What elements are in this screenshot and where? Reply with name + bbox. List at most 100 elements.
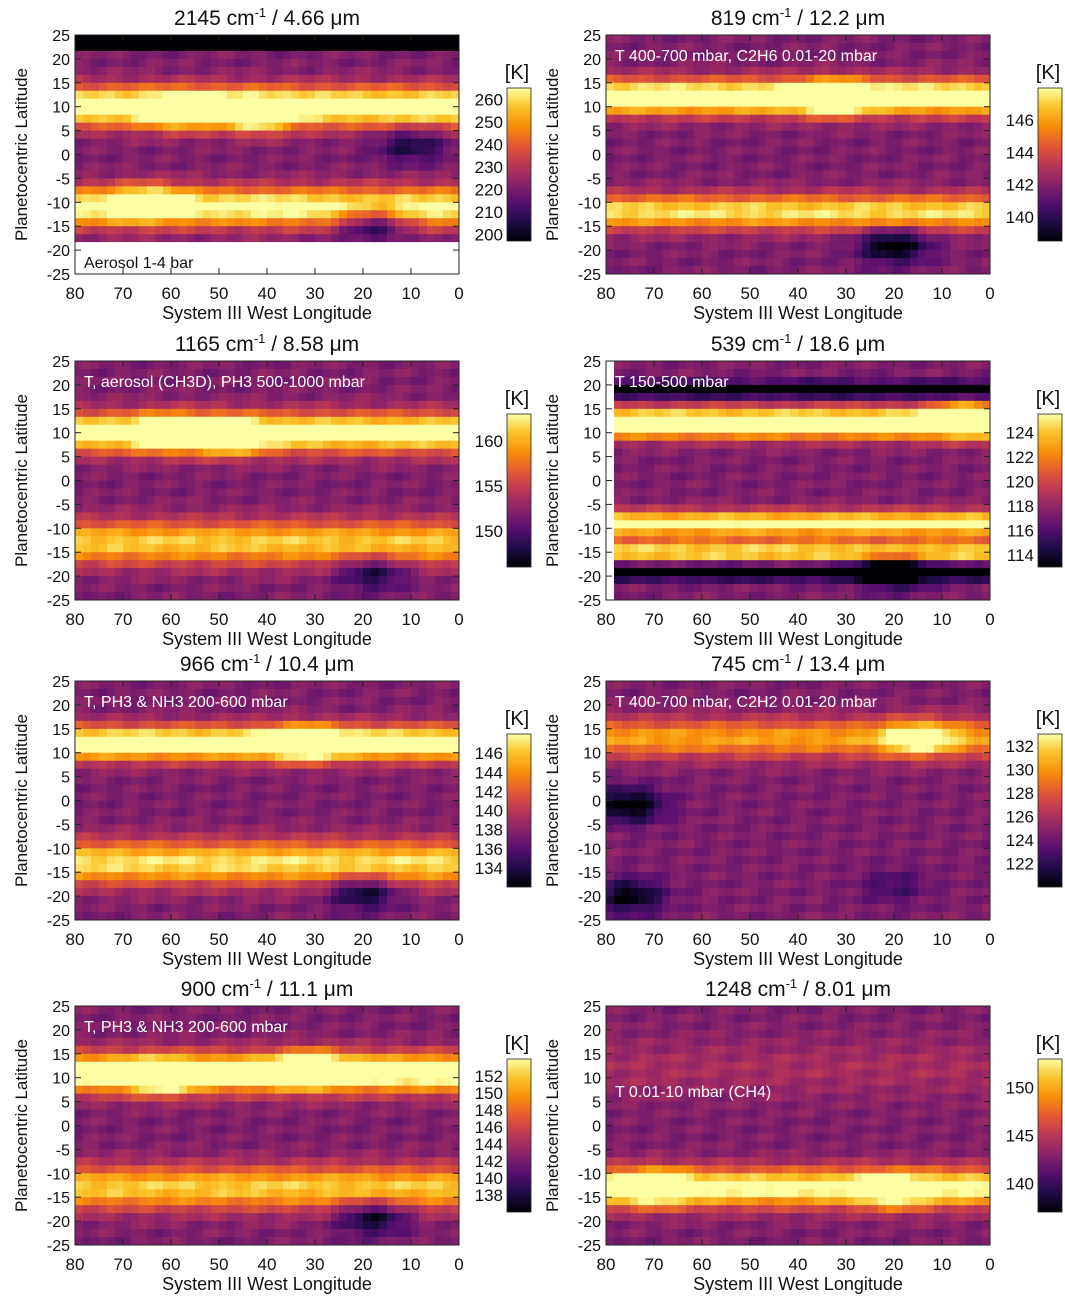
heatmap-cell	[227, 361, 236, 370]
heatmap-cell	[379, 170, 388, 179]
heatmap-cell	[710, 122, 719, 132]
heatmap-cell	[155, 552, 164, 561]
heatmap-cell	[267, 536, 276, 545]
heatmap-cell	[395, 368, 404, 378]
heatmap-cell	[339, 98, 348, 108]
heatmap-cell	[363, 210, 372, 219]
heatmap-cell	[115, 544, 124, 553]
heatmap-cell	[902, 170, 911, 179]
heatmap-cell	[910, 66, 919, 76]
heatmap-cell	[195, 154, 204, 164]
heatmap-cell	[686, 122, 695, 132]
heatmap-cell	[606, 392, 615, 402]
heatmap-cell	[171, 35, 180, 44]
heatmap-cell	[734, 400, 743, 410]
heatmap-cell	[355, 480, 364, 490]
heatmap-cell	[451, 218, 459, 227]
heatmap-cell	[363, 122, 372, 132]
heatmap-cell	[267, 520, 276, 529]
heatmap-cell	[323, 592, 332, 600]
heatmap-cell	[259, 170, 268, 179]
heatmap-cell	[686, 258, 695, 267]
heatmap-cell	[387, 266, 396, 274]
heatmap-cell	[179, 440, 188, 450]
heatmap-cell	[163, 584, 172, 593]
heatmap-cell	[243, 210, 252, 219]
heatmap-cell	[91, 42, 100, 52]
heatmap-cell	[926, 138, 935, 148]
heatmap-cell	[171, 154, 180, 164]
heatmap-cell	[171, 568, 180, 577]
heatmap-cell	[275, 66, 284, 76]
heatmap-cell	[830, 226, 839, 235]
heatmap-cell	[259, 35, 268, 44]
heatmap-cell	[750, 376, 759, 386]
heatmap-cell	[107, 560, 116, 569]
heatmap-cell	[163, 90, 172, 100]
heatmap-cell	[75, 432, 84, 442]
heatmap-cell	[734, 210, 743, 219]
heatmap-cell	[275, 448, 284, 458]
heatmap-cell	[75, 456, 84, 466]
heatmap-cell	[670, 90, 679, 100]
heatmap-cell	[331, 528, 340, 537]
heatmap-cell	[123, 146, 132, 156]
heatmap-cell	[235, 456, 244, 466]
heatmap-cell	[315, 368, 324, 378]
colorbar-tick-label: 220	[475, 180, 503, 199]
heatmap-cell	[646, 376, 655, 386]
heatmap-cell	[395, 568, 404, 577]
heatmap-cell	[235, 488, 244, 498]
heatmap-cell	[171, 226, 180, 235]
heatmap-cell	[862, 400, 871, 410]
heatmap-cell	[702, 138, 711, 148]
heatmap-cell	[902, 361, 911, 370]
heatmap-cell	[203, 496, 212, 505]
heatmap-cell	[99, 130, 108, 140]
heatmap-cell	[323, 218, 332, 227]
heatmap-cell	[630, 82, 639, 92]
heatmap-cell	[331, 162, 340, 172]
heatmap-cell	[195, 242, 204, 251]
heatmap-cell	[235, 552, 244, 561]
heatmap-cell	[638, 392, 647, 402]
heatmap-cell	[75, 584, 84, 593]
heatmap-cell	[139, 440, 148, 450]
heatmap-cell	[291, 58, 300, 68]
heatmap-cell	[974, 146, 983, 156]
heatmap-cell	[395, 504, 404, 513]
heatmap-cell	[966, 50, 975, 60]
heatmap-cell	[403, 416, 412, 426]
heatmap-cell	[411, 138, 420, 148]
heatmap-cell	[902, 194, 911, 203]
heatmap-cell	[758, 138, 767, 148]
heatmap-cell	[974, 361, 983, 370]
heatmap-cell	[734, 384, 743, 394]
heatmap-cell	[806, 106, 815, 116]
heatmap-cell	[91, 82, 100, 92]
heatmap-cell	[243, 218, 252, 227]
heatmap-cell	[299, 361, 308, 370]
heatmap-cell	[291, 392, 300, 402]
heatmap-cell	[123, 456, 132, 466]
heatmap-cell	[451, 138, 459, 148]
heatmap-cell	[806, 170, 815, 179]
heatmap-cell	[195, 226, 204, 235]
heatmap-cell	[179, 154, 188, 164]
heatmap-cell	[251, 114, 260, 124]
heatmap-cell	[934, 154, 943, 164]
heatmap-cell	[982, 114, 990, 124]
heatmap-cell	[227, 504, 236, 513]
heatmap-cell	[395, 576, 404, 585]
heatmap-cell	[846, 162, 855, 172]
y-tick-label: 10	[52, 100, 70, 117]
heatmap-cell	[91, 74, 100, 84]
heatmap-cell	[219, 528, 228, 537]
heatmap-cell	[371, 226, 380, 235]
heatmap-cell	[235, 376, 244, 386]
heatmap-cell	[918, 202, 927, 211]
heatmap-cell	[147, 106, 156, 116]
heatmap-cell	[654, 138, 663, 148]
heatmap-cell	[179, 424, 188, 434]
heatmap-cell	[638, 266, 647, 274]
